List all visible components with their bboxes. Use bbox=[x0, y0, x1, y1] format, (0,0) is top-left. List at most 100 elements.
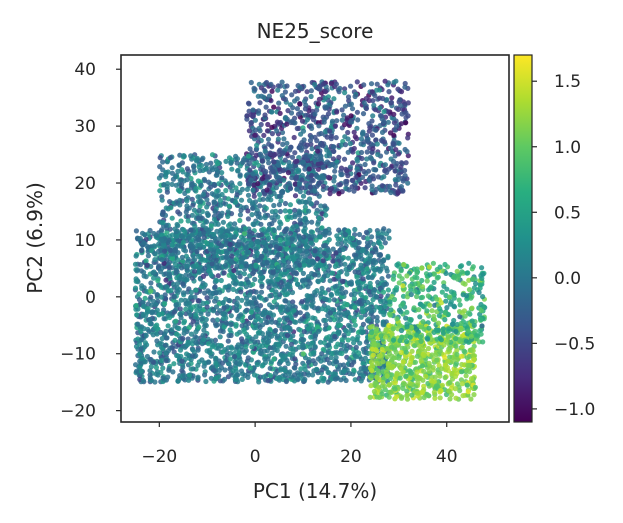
scatter-point bbox=[335, 241, 341, 247]
scatter-point bbox=[258, 289, 265, 295]
scatter-point bbox=[391, 120, 397, 126]
scatter-point bbox=[318, 203, 324, 209]
scatter-point bbox=[344, 271, 350, 277]
scatter-point bbox=[370, 314, 376, 320]
scatter-point bbox=[258, 121, 264, 128]
scatter-point bbox=[407, 380, 413, 386]
scatter-point bbox=[334, 118, 340, 124]
scatter-point bbox=[385, 82, 391, 88]
scatter-point bbox=[287, 320, 293, 326]
scatter-point bbox=[279, 93, 285, 99]
scatter-point bbox=[232, 376, 238, 383]
scatter-point bbox=[259, 253, 265, 259]
scatter-point bbox=[299, 299, 305, 305]
scatter-point bbox=[319, 277, 325, 283]
scatter-point bbox=[371, 102, 377, 108]
scatter-point bbox=[368, 383, 374, 389]
scatter-point bbox=[377, 268, 383, 274]
scatter-point bbox=[260, 343, 266, 349]
scatter-point bbox=[317, 339, 324, 345]
scatter-point bbox=[394, 371, 400, 378]
scatter-point bbox=[169, 232, 176, 238]
scatter-point bbox=[339, 117, 345, 123]
scatter-point bbox=[339, 350, 345, 357]
scatter-point bbox=[173, 318, 179, 324]
scatter-point bbox=[262, 310, 268, 316]
scatter-point bbox=[275, 87, 281, 93]
scatter-point bbox=[253, 263, 259, 269]
scatter-point bbox=[365, 138, 371, 144]
scatter-point bbox=[330, 156, 336, 162]
scatter-point bbox=[305, 284, 311, 290]
scatter-point bbox=[244, 276, 250, 282]
scatter-point bbox=[425, 345, 432, 352]
scatter-point bbox=[219, 360, 225, 366]
scatter-point bbox=[175, 209, 181, 215]
scatter-point bbox=[277, 219, 283, 225]
scatter-point bbox=[230, 368, 236, 374]
scatter-point bbox=[213, 167, 220, 173]
scatter-point bbox=[207, 246, 213, 252]
scatter-point bbox=[318, 130, 324, 137]
scatter-point bbox=[339, 142, 345, 148]
scatter-point bbox=[234, 263, 240, 270]
scatter-point bbox=[168, 287, 174, 294]
scatter-point bbox=[213, 172, 219, 178]
scatter-point bbox=[369, 372, 375, 379]
scatter-point bbox=[273, 319, 279, 325]
scatter-point bbox=[213, 289, 219, 296]
scatter-point bbox=[348, 279, 354, 285]
scatter-point bbox=[234, 160, 240, 166]
scatter-point bbox=[421, 353, 427, 359]
scatter-point bbox=[186, 235, 192, 241]
scatter-point bbox=[292, 356, 298, 362]
scatter-point bbox=[255, 181, 261, 187]
scatter-point bbox=[286, 214, 292, 220]
scatter-point bbox=[153, 364, 159, 371]
scatter-point bbox=[280, 168, 286, 174]
scatter-point bbox=[279, 129, 286, 136]
scatter-point bbox=[136, 291, 142, 297]
scatter-point bbox=[333, 261, 339, 267]
scatter-point bbox=[148, 288, 154, 294]
scatter-point bbox=[373, 127, 379, 133]
scatter-point bbox=[161, 316, 167, 322]
scatter-point bbox=[452, 386, 458, 392]
scatter-point bbox=[322, 89, 329, 95]
scatter-point bbox=[379, 346, 385, 353]
scatter-point bbox=[199, 157, 205, 163]
scatter-point bbox=[165, 323, 171, 329]
scatter-point bbox=[138, 248, 145, 254]
scatter-point bbox=[154, 307, 160, 313]
scatter-point bbox=[431, 389, 437, 395]
scatter-point bbox=[225, 213, 231, 219]
scatter-point bbox=[347, 164, 353, 170]
scatter-point bbox=[297, 217, 303, 223]
scatter-point bbox=[360, 321, 366, 327]
scatter-point bbox=[393, 147, 399, 153]
scatter-point bbox=[385, 287, 391, 293]
scatter-point bbox=[371, 257, 377, 263]
scatter-point bbox=[250, 281, 256, 287]
scatter-point bbox=[274, 347, 280, 354]
scatter-point bbox=[380, 289, 387, 295]
scatter-point bbox=[180, 290, 187, 296]
scatter-point bbox=[200, 300, 206, 306]
scatter-point bbox=[471, 392, 477, 398]
scatter-point bbox=[156, 263, 162, 269]
scatter-point bbox=[246, 108, 252, 114]
scatter-point bbox=[265, 314, 271, 320]
scatter-point bbox=[184, 166, 190, 172]
scatter-point bbox=[388, 189, 394, 196]
scatter-point bbox=[375, 151, 381, 158]
scatter-point bbox=[214, 261, 220, 267]
scatter-point bbox=[398, 395, 405, 401]
scatter-point bbox=[175, 243, 181, 249]
scatter-point bbox=[226, 361, 232, 367]
scatter-point bbox=[261, 132, 267, 138]
scatter-point bbox=[179, 358, 185, 364]
scatter-point bbox=[211, 199, 217, 205]
scatter-point bbox=[230, 274, 236, 280]
scatter-point bbox=[282, 89, 288, 95]
